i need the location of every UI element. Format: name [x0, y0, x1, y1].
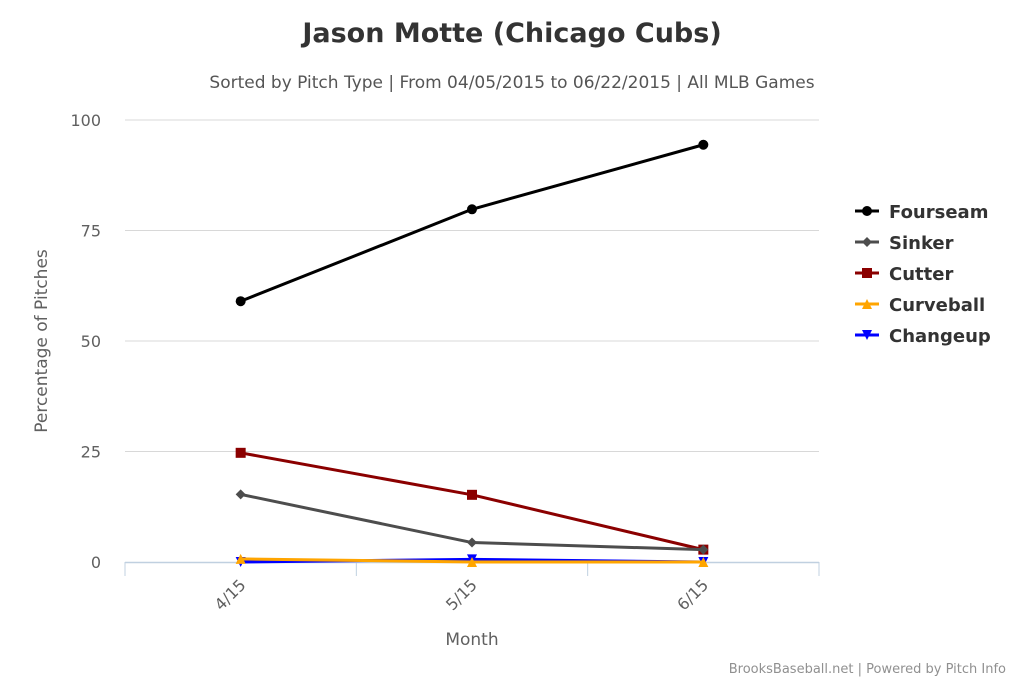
y-tick-label: 50: [81, 332, 101, 351]
legend-item-fourseam[interactable]: Fourseam: [855, 202, 988, 223]
legend-label: Sinker: [889, 233, 954, 254]
y-axis-ticks: 0 25 50 75 100: [70, 111, 101, 572]
data-point-sinker: [467, 537, 477, 548]
x-tick-label: 5/15: [442, 575, 481, 614]
series-group: [235, 139, 709, 567]
legend-marker: [862, 206, 872, 216]
series-sinker: [235, 489, 709, 555]
legend-item-sinker[interactable]: Sinker: [855, 233, 954, 254]
legend-label: Cutter: [889, 264, 953, 285]
grid-lines: [125, 119, 819, 452]
legend-label: Fourseam: [889, 202, 988, 223]
data-point-cutter: [235, 447, 246, 458]
chart-title: Jason Motte (Chicago Cubs): [300, 18, 721, 49]
legend-item-cutter[interactable]: Cutter: [855, 264, 953, 285]
legend-marker: [862, 330, 872, 340]
x-tick-label: 6/15: [673, 575, 712, 614]
y-tick-label: 25: [81, 443, 101, 462]
x-axis-label: Month: [445, 630, 498, 650]
legend-marker: [862, 237, 872, 247]
x-tick-label: 4/15: [211, 575, 250, 614]
series-line-fourseam: [240, 143, 704, 303]
data-point-curveball: [235, 553, 246, 564]
legend-item-changeup[interactable]: Changeup: [855, 326, 991, 347]
legend-label: Curveball: [889, 295, 985, 316]
y-tick-label: 75: [81, 222, 101, 241]
series-curveball: [235, 553, 709, 567]
data-point-fourseam: [698, 139, 709, 150]
data-point-sinker: [235, 489, 246, 500]
series-fourseam: [235, 139, 709, 307]
legend-marker: [862, 268, 872, 278]
x-axis: 4/15 5/15 6/15: [124, 561, 820, 614]
y-axis-label: Percentage of Pitches: [32, 249, 52, 433]
data-point-fourseam: [235, 296, 246, 307]
y-tick-label: 100: [70, 111, 101, 130]
series-line-cutter: [240, 451, 704, 552]
legend-label: Changeup: [889, 326, 991, 347]
data-point-curveball: [698, 557, 709, 567]
legend-marker: [862, 299, 872, 309]
data-point-fourseam: [467, 204, 477, 215]
chart-subtitle: Sorted by Pitch Type | From 04/05/2015 t…: [209, 73, 814, 93]
credits: BrooksBaseball.net | Powered by Pitch In…: [729, 662, 1006, 677]
data-point-sinker: [698, 544, 709, 555]
legend: Fourseam Sinker Cutter Curveball Changeup: [855, 202, 991, 347]
y-tick-label: 0: [91, 553, 101, 572]
data-point-curveball: [467, 557, 477, 567]
legend-item-curveball[interactable]: Curveball: [855, 295, 985, 316]
data-point-cutter: [467, 489, 477, 500]
